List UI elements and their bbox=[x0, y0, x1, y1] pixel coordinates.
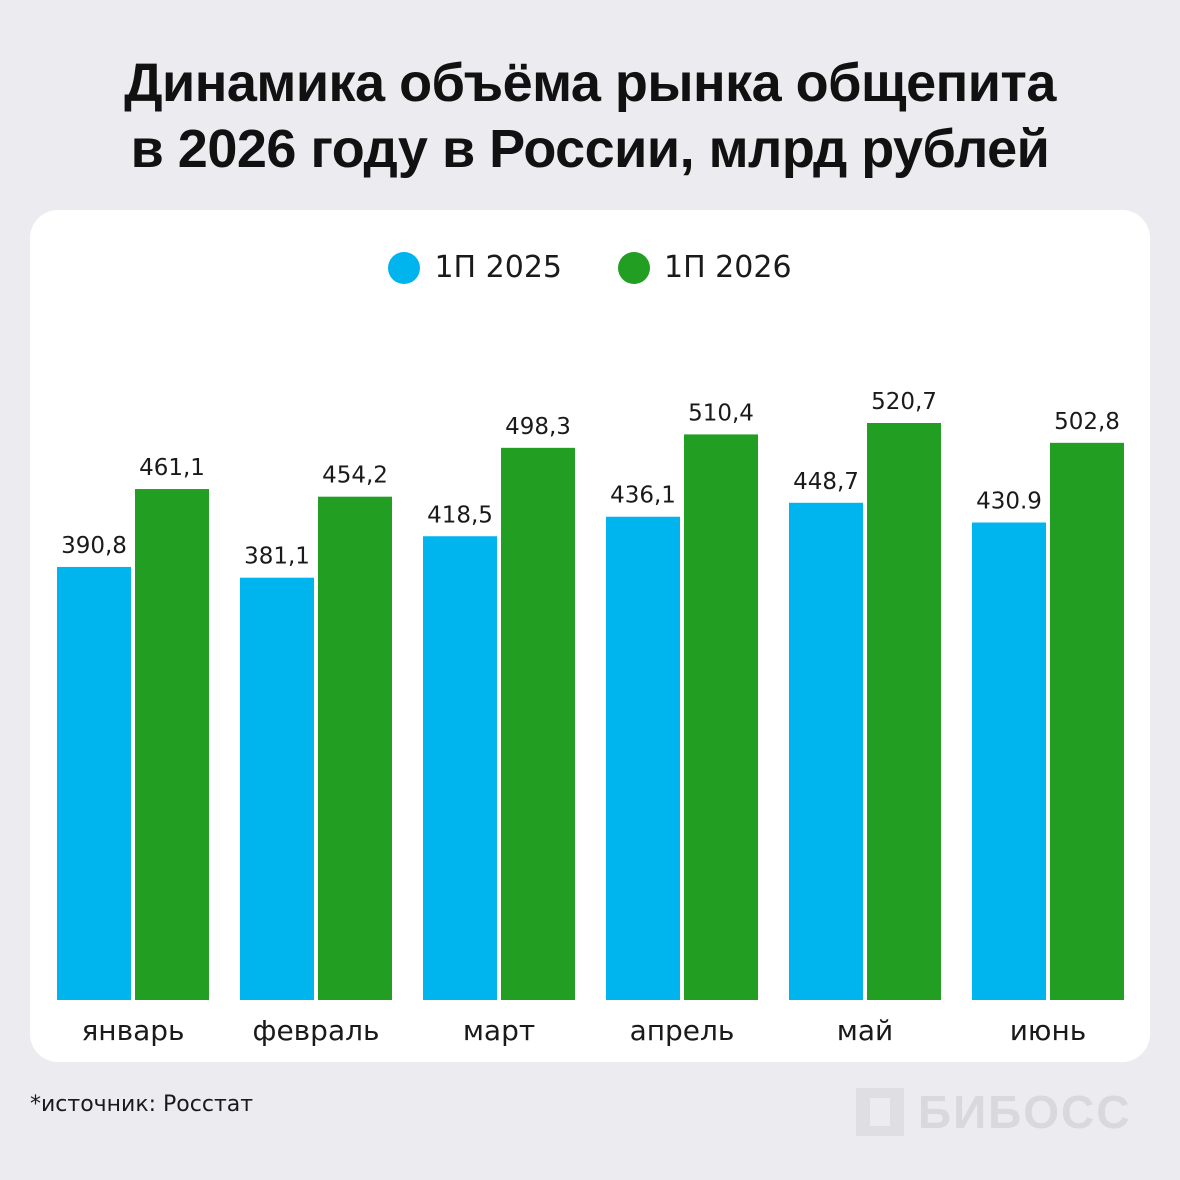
legend-marker-2025 bbox=[388, 251, 421, 284]
data-label-2026-2: 498,3 bbox=[505, 414, 571, 440]
data-label-2025-3: 436,1 bbox=[610, 483, 676, 509]
legend-marker-2026 bbox=[618, 251, 650, 284]
data-label-2026-5: 502,8 bbox=[1054, 409, 1120, 435]
legend-item-2025: 1П 2025 bbox=[388, 250, 562, 285]
category-label-2: март bbox=[463, 1014, 535, 1047]
logo-mark-icon bbox=[856, 1088, 904, 1136]
chart-title-line-1: Динамика объёма рынка общепита bbox=[124, 53, 1056, 113]
data-label-2026-4: 520,7 bbox=[871, 389, 937, 415]
data-label-2026-0: 461,1 bbox=[139, 455, 205, 481]
category-label-0: январь bbox=[81, 1014, 184, 1047]
data-label-2026-1: 454,2 bbox=[322, 463, 388, 489]
bar-2025-3 bbox=[606, 516, 680, 1000]
legend-label-2025: 1П 2025 bbox=[434, 250, 562, 285]
bar-2025-0 bbox=[57, 566, 131, 1000]
data-label-2026-3: 510,4 bbox=[688, 400, 754, 426]
logo-text: БИБОСС bbox=[918, 1086, 1132, 1138]
data-label-2025-1: 381,1 bbox=[244, 544, 310, 570]
chart-title-line-2: в 2026 году в России, млрд рублей bbox=[130, 119, 1050, 179]
bar-2026-4 bbox=[867, 423, 941, 1000]
bar-2026-2 bbox=[501, 447, 575, 1000]
category-label-3: апрель bbox=[630, 1014, 735, 1047]
legend-label-2026: 1П 2026 bbox=[664, 250, 792, 285]
legend: 1П 2025 1П 2026 bbox=[30, 250, 1150, 285]
data-label-2025-0: 390,8 bbox=[61, 533, 127, 559]
data-label-2025-2: 418,5 bbox=[427, 502, 493, 528]
chart-card: 1П 2025 1П 2026 390,8 461,1 январь 381,1 454… bbox=[30, 210, 1150, 1062]
legend-item-2026: 1П 2026 bbox=[618, 250, 792, 285]
bar-2026-5 bbox=[1050, 442, 1124, 1000]
category-label-1: февраль bbox=[253, 1014, 380, 1047]
bar-chart: 390,8 461,1 январь 381,1 454,2 февраль 418,5 49… bbox=[57, 389, 1124, 1047]
bar-2025-1 bbox=[240, 577, 314, 1000]
brand-logo: БИБОСС bbox=[856, 1086, 1132, 1138]
category-label-5: июнь bbox=[1010, 1014, 1087, 1047]
data-label-2025-5: 430.9 bbox=[976, 489, 1042, 515]
bar-2025-5 bbox=[972, 522, 1046, 1000]
category-label-4: май bbox=[837, 1014, 893, 1047]
bar-2026-1 bbox=[318, 496, 392, 1000]
bar-2025-2 bbox=[423, 536, 497, 1000]
bar-2026-0 bbox=[135, 489, 209, 1000]
chart-title: Динамика объёма рынка общепита в 2026 го… bbox=[0, 50, 1180, 182]
bar-2025-4 bbox=[789, 502, 863, 1000]
bar-2026-3 bbox=[684, 434, 758, 1000]
source-note: *источник: Росстат bbox=[30, 1092, 254, 1117]
data-label-2025-4: 448,7 bbox=[793, 469, 859, 495]
